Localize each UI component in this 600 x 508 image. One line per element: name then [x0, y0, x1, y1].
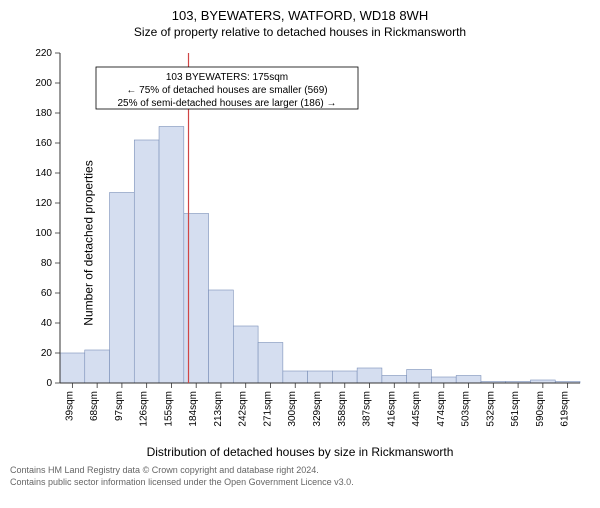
- x-tick-label: 619sqm: [560, 391, 571, 427]
- histogram-bar: [134, 140, 159, 383]
- footnote-line-2: Contains public sector information licen…: [10, 477, 590, 489]
- annotation-line-1: 103 BYEWATERS: 175sqm: [166, 72, 288, 83]
- x-tick-label: 184sqm: [188, 391, 199, 427]
- x-tick-label: 503sqm: [461, 391, 472, 427]
- histogram-bar: [407, 370, 432, 384]
- svg-text:200: 200: [35, 78, 52, 89]
- histogram-bar: [233, 326, 258, 383]
- x-tick-label: 329sqm: [312, 391, 323, 427]
- histogram-bar: [258, 343, 283, 384]
- histogram-bar: [357, 368, 382, 383]
- chart-container: 103, BYEWATERS, WATFORD, WD18 8WH Size o…: [0, 8, 600, 508]
- x-tick-label: 39sqm: [64, 391, 75, 421]
- footnote-block: Contains HM Land Registry data © Crown c…: [0, 459, 600, 492]
- x-tick-label: 561sqm: [510, 391, 521, 427]
- svg-text:160: 160: [35, 138, 52, 149]
- histogram-bar: [184, 214, 209, 384]
- histogram-bar: [431, 377, 456, 383]
- svg-text:100: 100: [35, 228, 52, 239]
- footnote-line-1: Contains HM Land Registry data © Crown c…: [10, 465, 590, 477]
- x-tick-label: 300sqm: [287, 391, 298, 427]
- y-axis-label: Number of detached properties: [82, 160, 96, 325]
- histogram-bar: [110, 193, 135, 384]
- x-tick-label: 358sqm: [337, 391, 348, 427]
- svg-text:80: 80: [41, 258, 53, 269]
- histogram-bar: [456, 376, 481, 384]
- svg-text:40: 40: [41, 318, 53, 329]
- x-tick-label: 155sqm: [163, 391, 174, 427]
- chart-plot-area: Number of detached properties 0 20 40 60 80 1…: [0, 43, 600, 443]
- x-tick-label: 68sqm: [89, 391, 100, 421]
- x-tick-label: 416sqm: [386, 391, 397, 427]
- svg-text:180: 180: [35, 108, 52, 119]
- histogram-bar: [308, 371, 333, 383]
- histogram-bar: [85, 350, 110, 383]
- histogram-bar: [382, 376, 407, 384]
- x-tick-label: 590sqm: [535, 391, 546, 427]
- annotation-line-3: 25% of semi-detached houses are larger (…: [117, 98, 336, 109]
- x-axis-label: Distribution of detached houses by size …: [0, 445, 600, 459]
- chart-title-sub: Size of property relative to detached ho…: [0, 25, 600, 39]
- x-tick-label: 242sqm: [238, 391, 249, 427]
- x-tick-label: 97sqm: [114, 391, 125, 421]
- chart-title-main: 103, BYEWATERS, WATFORD, WD18 8WH: [0, 8, 600, 23]
- x-tick-label: 271sqm: [262, 391, 273, 427]
- histogram-bar: [332, 371, 357, 383]
- histogram-bar: [60, 353, 85, 383]
- svg-text:20: 20: [41, 348, 53, 359]
- x-tick-label: 445sqm: [411, 391, 422, 427]
- histogram-bar: [209, 290, 234, 383]
- svg-text:220: 220: [35, 48, 52, 59]
- x-tick-label: 126sqm: [139, 391, 150, 427]
- histogram-bar: [159, 127, 184, 384]
- svg-text:140: 140: [35, 168, 52, 179]
- svg-text:120: 120: [35, 198, 52, 209]
- x-tick-label: 474sqm: [436, 391, 447, 427]
- annotation-line-2: ← 75% of detached houses are smaller (56…: [126, 85, 327, 96]
- x-tick-label: 532sqm: [485, 391, 496, 427]
- svg-text:60: 60: [41, 288, 53, 299]
- x-tick-label: 213sqm: [213, 391, 224, 427]
- x-tick-label: 387sqm: [362, 391, 373, 427]
- histogram-bar: [283, 371, 308, 383]
- svg-text:0: 0: [46, 378, 52, 389]
